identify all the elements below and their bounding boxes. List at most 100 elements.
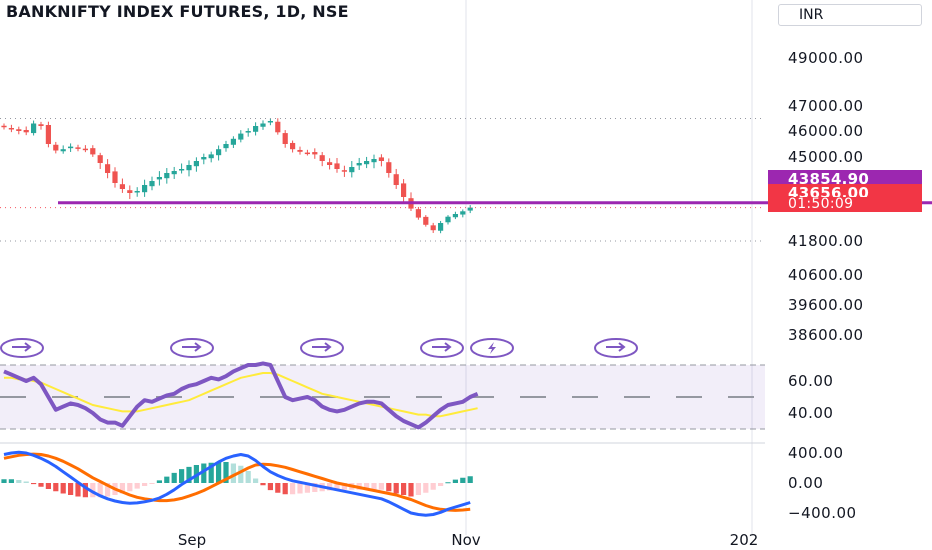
rsi-ma-line — [4, 372, 478, 418]
macd-histogram-bar — [467, 476, 473, 483]
candle-body — [327, 162, 333, 165]
x-tick-label: Sep — [178, 531, 206, 549]
event-marker-arrow[interactable] — [300, 338, 344, 358]
candle-body — [386, 162, 392, 173]
candle-body — [8, 128, 14, 130]
y-tick-label: 45000.00 — [788, 148, 864, 166]
macd-histogram-bar — [408, 483, 414, 497]
macd-histogram-bar — [53, 483, 59, 492]
macd-histogram-bar — [282, 483, 288, 495]
macd-histogram-bar — [60, 483, 66, 494]
macd-histogram-bar — [105, 483, 111, 497]
macd-histogram-bar — [238, 465, 244, 483]
macd-histogram-bar — [127, 483, 133, 492]
chart-title: BANKNIFTY INDEX FUTURES, 1D, NSE — [6, 2, 349, 21]
macd-histogram-bar — [82, 483, 88, 498]
candle-body — [142, 185, 148, 193]
arrow-icon — [182, 342, 202, 352]
macd-histogram-bar — [452, 479, 458, 483]
y-tick-label: −400.00 — [788, 504, 857, 522]
candle-body — [423, 216, 429, 225]
macd-histogram-bar — [378, 483, 384, 490]
candle-body — [460, 211, 466, 215]
candle-body — [75, 147, 81, 149]
macd-histogram-bar — [230, 463, 236, 483]
macd-histogram-bar — [290, 483, 296, 495]
candle-body — [186, 165, 192, 171]
event-markers[interactable] — [0, 338, 638, 358]
macd-histogram-bar — [90, 483, 96, 498]
arrow-icon — [432, 342, 452, 352]
y-axis-labels: 49000.0047000.0046000.0045000.0043800.00… — [788, 49, 864, 522]
macd-histogram-bar — [208, 462, 214, 483]
macd-histogram-bar — [156, 480, 162, 483]
macd-histogram-bar — [8, 479, 14, 483]
event-marker-bolt[interactable] — [470, 338, 514, 358]
arrow-icon — [606, 342, 626, 352]
macd-histogram-bar — [245, 471, 251, 483]
currency-selector[interactable]: INR — [778, 4, 922, 26]
macd-histogram-bar — [260, 483, 266, 486]
candle-body — [349, 167, 355, 173]
candle-body — [127, 190, 133, 193]
arrow-icon — [12, 342, 32, 352]
macd-histogram-bar — [393, 483, 399, 494]
candle-body — [171, 171, 177, 175]
macd-histogram-bar — [460, 477, 466, 483]
event-marker-arrow[interactable] — [0, 338, 44, 358]
candle-body — [334, 163, 340, 169]
macd-histogram-bar — [68, 483, 74, 495]
y-tick-label: 40.00 — [788, 404, 833, 422]
x-tick-label: Nov — [451, 531, 480, 549]
macd-histogram-bar — [430, 483, 436, 490]
candle-body — [82, 148, 88, 151]
candle-body — [216, 149, 222, 156]
macd-histogram-bar — [75, 483, 81, 497]
macd-histogram-bar — [149, 483, 155, 484]
macd-histogram-bar — [1, 479, 7, 483]
price-candles — [1, 118, 473, 234]
macd-histogram-bar — [401, 483, 407, 495]
candle-body — [238, 133, 244, 140]
event-marker-arrow[interactable] — [420, 338, 464, 358]
candle-body — [119, 184, 125, 189]
rsi-pane — [3, 361, 479, 430]
event-marker-arrow[interactable] — [594, 338, 638, 358]
candle-body — [445, 216, 451, 223]
y-tick-label: 46000.00 — [788, 122, 864, 140]
candle-body — [23, 130, 29, 133]
y-tick-label: 41800.00 — [788, 232, 864, 250]
macd-histogram-bar — [38, 483, 44, 487]
macd-histogram-bar — [16, 480, 22, 483]
x-axis-labels: Sep Nov 202 — [178, 531, 758, 549]
macd-histogram-bar — [31, 483, 37, 485]
macd-histogram-bar — [267, 483, 273, 491]
candle-body — [319, 155, 325, 161]
arrow-icon — [312, 342, 332, 352]
y-tick-label: 38600.00 — [788, 326, 864, 344]
macd-histogram-bar — [364, 483, 370, 490]
candle-body — [430, 225, 436, 231]
candle-body — [149, 181, 155, 187]
candle-body — [45, 125, 51, 144]
macd-histogram-bar — [179, 469, 185, 483]
event-marker-arrow[interactable] — [170, 338, 214, 358]
candle-body — [245, 131, 251, 133]
y-tick-label: 40600.00 — [788, 266, 864, 284]
candle-body — [53, 144, 59, 151]
candle-body — [1, 125, 7, 128]
candle-body — [60, 149, 66, 152]
candle-body — [267, 121, 273, 123]
candle-body — [401, 183, 407, 197]
macd-histogram-bar — [223, 462, 229, 483]
macd-line — [3, 450, 471, 517]
macd-histogram-bar — [201, 463, 207, 483]
candle-body — [253, 126, 259, 132]
candle-body — [282, 133, 288, 144]
macd-histogram-bar — [275, 483, 281, 493]
y-tick-label: 39600.00 — [788, 296, 864, 314]
macd-histogram-bar — [119, 483, 125, 494]
candle-body — [193, 161, 199, 167]
candle-body — [275, 121, 281, 133]
